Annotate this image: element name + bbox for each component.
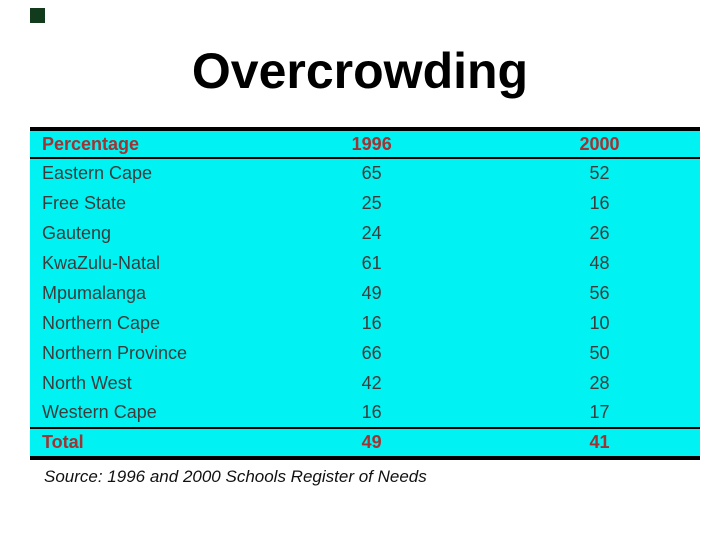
- table-row: Northern Province 66 50: [30, 338, 700, 368]
- province-cell: KwaZulu-Natal: [42, 252, 161, 273]
- value-1996-cell: 42: [361, 372, 382, 393]
- value-1996-cell: 24: [361, 222, 382, 243]
- value-2000-cell: 17: [589, 402, 610, 422]
- value-2000-cell: 52: [589, 163, 610, 183]
- province-cell: Mpumalanga: [42, 282, 147, 303]
- value-1996-cell: 65: [361, 163, 382, 183]
- value-2000-cell: 10: [589, 312, 610, 333]
- province-cell: North West: [42, 372, 132, 393]
- slide-title: Overcrowding: [191, 43, 529, 99]
- table-row: Gauteng 24 26: [30, 218, 700, 248]
- column-header-percentage: Percentage: [42, 133, 140, 154]
- value-2000-cell: 50: [589, 342, 610, 363]
- province-cell: Eastern Cape: [42, 163, 153, 183]
- province-cell: Gauteng: [42, 222, 112, 243]
- table-row: Eastern Cape 65 52: [30, 158, 700, 188]
- value-1996-cell: 66: [361, 342, 382, 363]
- province-cell: Northern Cape: [42, 312, 161, 333]
- total-label-cell: Total: [42, 432, 84, 452]
- province-cell: Free State: [42, 192, 127, 213]
- value-2000-cell: 26: [589, 222, 610, 243]
- value-1996-cell: 25: [361, 192, 382, 213]
- province-cell: Western Cape: [42, 402, 157, 422]
- table-row: North West 42 28: [30, 368, 700, 398]
- overcrowding-table: Percentage 1996 2000 Eastern Cape 65 52 …: [30, 127, 700, 460]
- column-header-1996: 1996: [351, 133, 392, 154]
- table-row: Northern Cape 16 10: [30, 308, 700, 338]
- column-header-2000: 2000: [579, 133, 620, 154]
- value-2000-cell: 56: [589, 282, 610, 303]
- value-1996-cell: 61: [361, 252, 382, 273]
- value-1996-cell: 16: [361, 402, 382, 422]
- value-1996-cell: 16: [361, 312, 382, 333]
- value-1996-cell: 49: [361, 282, 382, 303]
- province-cell: Northern Province: [42, 342, 188, 363]
- value-2000-cell: 48: [589, 252, 610, 273]
- table-row: Western Cape 16 17: [30, 398, 700, 428]
- table-row: Free State 25 16: [30, 188, 700, 218]
- table-row: Mpumalanga 49 56: [30, 278, 700, 308]
- value-2000-cell: 28: [589, 372, 610, 393]
- total-2000-cell: 41: [589, 432, 610, 452]
- table-total-row: Total 49 41: [30, 428, 700, 458]
- total-1996-cell: 49: [361, 432, 382, 452]
- source-note: Source: 1996 and 2000 Schools Register o…: [44, 467, 427, 486]
- table-header-row: Percentage 1996 2000: [30, 129, 700, 158]
- table-row: KwaZulu-Natal 61 48: [30, 248, 700, 278]
- value-2000-cell: 16: [589, 192, 610, 213]
- corner-mark: [30, 8, 45, 23]
